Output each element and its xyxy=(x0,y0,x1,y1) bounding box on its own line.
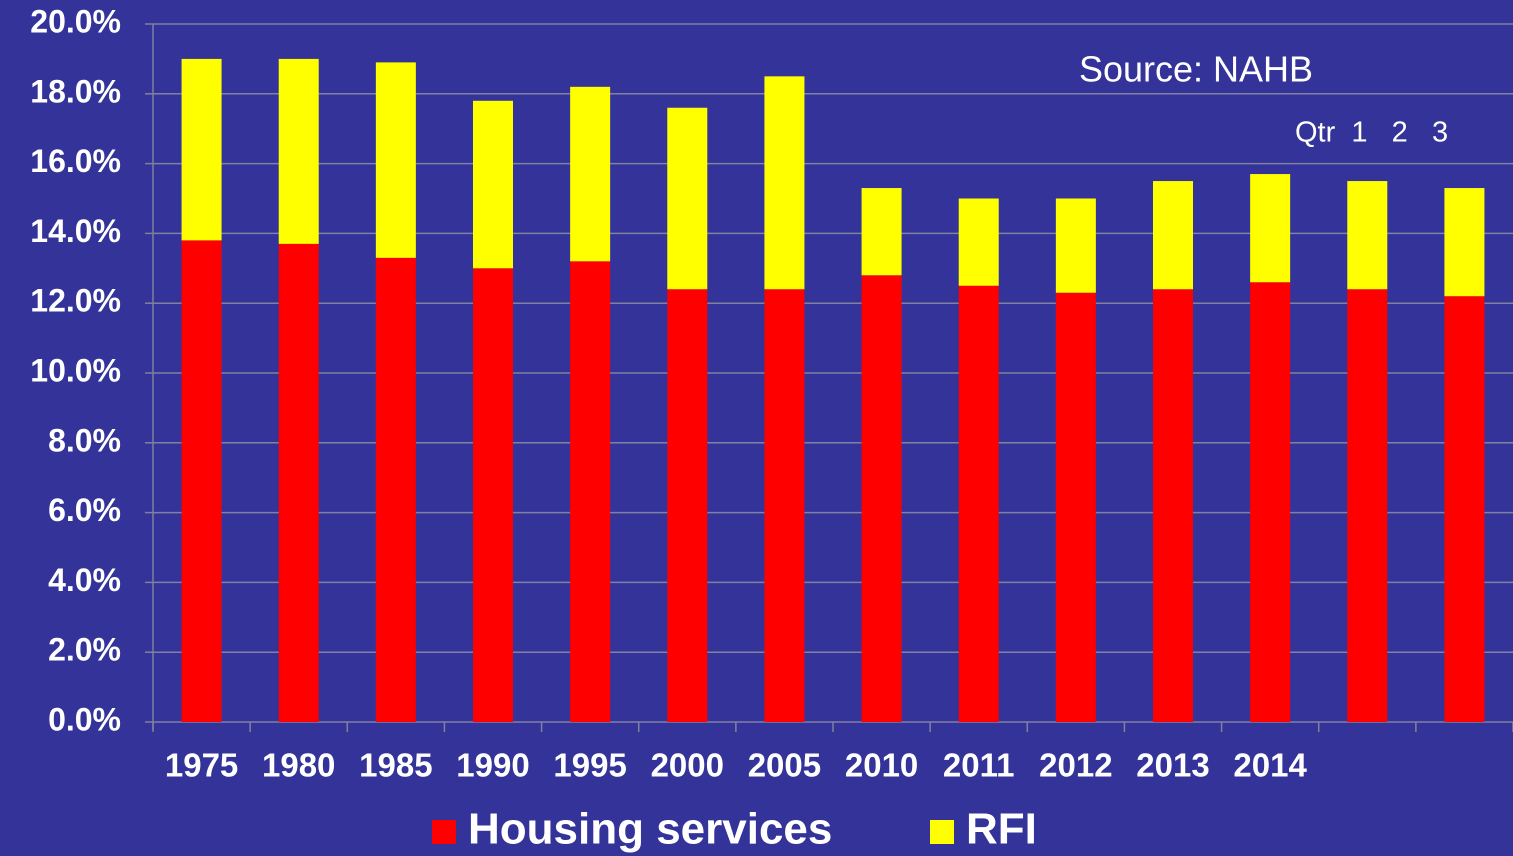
legend-label: RFI xyxy=(966,805,1037,854)
x-tick-label: 1995 xyxy=(553,747,626,784)
x-tick-label: 2014 xyxy=(1233,747,1307,784)
y-tick-label: 14.0% xyxy=(30,213,121,249)
bar-segment xyxy=(375,257,416,722)
bar-segment xyxy=(1250,282,1291,722)
bar-segment xyxy=(1055,198,1096,293)
x-tick-label: 1990 xyxy=(456,747,529,784)
y-tick-label: 12.0% xyxy=(30,283,121,319)
x-tick-label: 2005 xyxy=(748,747,821,784)
y-tick-label: 20.0% xyxy=(30,3,121,39)
x-tick-label: 2010 xyxy=(845,747,918,784)
source-annotation: Source: NAHB xyxy=(1079,49,1313,90)
y-tick-label: 8.0% xyxy=(48,422,121,458)
x-tick-label: 2011 xyxy=(943,747,1015,784)
bar-segment xyxy=(570,261,611,722)
x-tick-label: 2012 xyxy=(1039,747,1112,784)
y-tick-label: 10.0% xyxy=(30,352,121,388)
y-tick-label: 0.0% xyxy=(48,701,121,737)
bar-segment xyxy=(667,289,708,722)
bar-segment xyxy=(1250,174,1291,283)
y-tick-label: 18.0% xyxy=(30,73,121,109)
x-tick-label: 1985 xyxy=(359,747,432,784)
y-tick-label: 2.0% xyxy=(48,632,121,668)
bar-segment xyxy=(764,289,805,722)
bar-segment xyxy=(473,100,513,269)
bar-segment xyxy=(861,188,902,276)
bar-segment xyxy=(181,58,222,241)
bar-segment xyxy=(473,268,513,722)
bar-segment xyxy=(1444,188,1485,297)
bar-segment xyxy=(278,58,319,244)
bar-segment xyxy=(181,240,222,722)
legend-swatch xyxy=(432,820,456,844)
bar-segment xyxy=(1055,292,1096,722)
x-tick-label: 1975 xyxy=(165,747,238,784)
bar-segment xyxy=(958,285,999,722)
bar-segment xyxy=(375,62,416,258)
bar-segment xyxy=(1347,289,1388,722)
bar-segment xyxy=(1153,289,1193,722)
x-tick-label: 1980 xyxy=(262,747,335,784)
bar-segment xyxy=(861,275,902,722)
legend-label: Housing services xyxy=(468,805,832,854)
y-tick-label: 6.0% xyxy=(48,492,121,528)
bar-segment xyxy=(667,107,708,290)
x-tick-label: 2000 xyxy=(651,747,724,784)
bar-segment xyxy=(958,198,999,286)
bar-segment xyxy=(1444,296,1485,722)
bar-segment xyxy=(278,243,319,722)
y-tick-label: 16.0% xyxy=(30,143,121,179)
x-tick-label: 2013 xyxy=(1136,747,1209,784)
bar-segment xyxy=(764,76,805,290)
bar-segment xyxy=(570,86,611,262)
legend-swatch xyxy=(930,820,954,844)
quarter-annotation: Qtr 1 2 3 xyxy=(1295,117,1448,149)
bar-segment xyxy=(1153,181,1193,290)
y-tick-label: 4.0% xyxy=(48,562,121,598)
bar-segment xyxy=(1347,181,1388,290)
